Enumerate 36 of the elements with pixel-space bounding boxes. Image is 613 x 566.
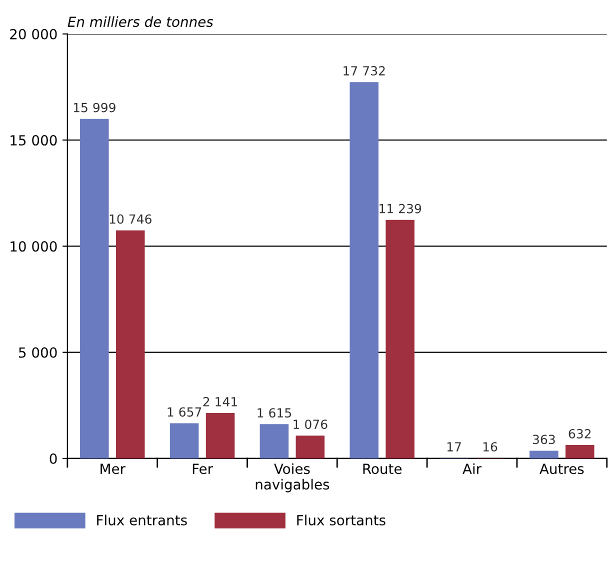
y-tick-label: 20 000 bbox=[10, 28, 57, 40]
data-label: 11 239 bbox=[380, 204, 422, 214]
data-label: 1 615 bbox=[258, 408, 292, 418]
data-label: 10 746 bbox=[110, 214, 152, 224]
data-label: 1 076 bbox=[294, 420, 328, 430]
bar bbox=[386, 220, 414, 458]
data-label: 363 bbox=[532, 434, 555, 444]
bar bbox=[80, 118, 109, 458]
data-label: 17 732 bbox=[344, 66, 385, 76]
x-tick-label: Autres bbox=[540, 464, 584, 474]
bar bbox=[296, 436, 325, 458]
data-label: 2 141 bbox=[203, 396, 238, 406]
x-tick-label: Voies navigables bbox=[256, 463, 330, 492]
legend-label: Flux entrants bbox=[97, 514, 187, 526]
y-tick-label: 15 000 bbox=[10, 135, 57, 146]
x-tick-label: Mer bbox=[100, 464, 126, 474]
y-tick-label: 10 000 bbox=[10, 241, 57, 252]
data-label: 632 bbox=[568, 429, 591, 438]
bar bbox=[530, 450, 558, 458]
data-label: 1 657 bbox=[168, 407, 202, 417]
data-label: 15 999 bbox=[74, 102, 116, 112]
bar bbox=[116, 230, 145, 458]
y-tick-label: 0 bbox=[50, 453, 57, 464]
x-tick-label: Route bbox=[363, 464, 402, 474]
bar bbox=[170, 423, 199, 458]
data-label: 16 bbox=[483, 442, 498, 452]
y-tick-label: 5 000 bbox=[19, 347, 57, 358]
y-axis-title: En milliers de tonnes bbox=[68, 16, 214, 28]
data-label: 17 bbox=[447, 442, 461, 452]
x-tick-label: Fer bbox=[192, 464, 214, 474]
bar bbox=[206, 413, 235, 458]
bar bbox=[350, 82, 379, 458]
legend-label: Flux sortants bbox=[297, 514, 386, 526]
x-tick-label: Air bbox=[462, 463, 482, 474]
bar bbox=[260, 424, 289, 458]
bar bbox=[566, 445, 594, 458]
